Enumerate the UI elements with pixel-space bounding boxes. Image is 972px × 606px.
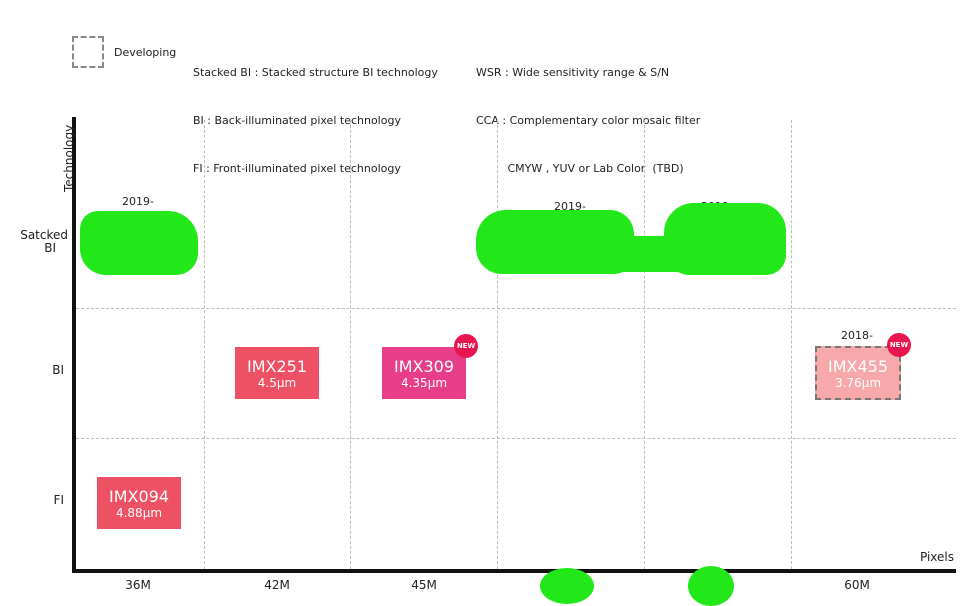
col-label: 42M [264,578,290,592]
chip-name: IMX251 [246,356,308,376]
x-axis-title: Pixels [920,550,955,564]
legend-line: FI : Front-illuminated pixel technology [193,162,401,175]
row-label-line: BI [44,241,56,255]
redaction-scribble [80,211,198,275]
legend-line: Stacked BI : Stacked structure BI techno… [193,66,438,79]
y-axis-line [72,117,76,573]
grid-vline [497,120,498,569]
grid-hline [76,308,956,309]
chip-imx455: IMX455 3.76µm [815,346,901,400]
legend-line: BI : Back-illuminated pixel technology [193,114,401,127]
chip-pixel-size: 4.5µm [257,375,297,390]
legend-technology-definitions: Stacked BI : Stacked structure BI techno… [193,33,438,193]
row-label-line: Satcked [20,228,68,242]
chip-name: IMX455 [827,356,889,376]
grid-vline [644,120,645,569]
chip-pixel-size: 4.35µm [400,375,448,390]
grid-vline [791,120,792,569]
legend-line: CMYW , YUV or Lab Color (TBD) [476,162,684,175]
chip-imx309: IMX309 4.35µm [382,347,466,399]
year-label: 2019- [554,200,586,213]
new-badge: NEW [887,333,911,357]
redaction-scribble [664,203,786,275]
chip-imx251: IMX251 4.5µm [235,347,319,399]
col-label: 45M [411,578,437,592]
year-label: 2018- [841,329,873,342]
row-label-bi: BI [52,363,64,377]
year-label: 2019- [122,195,154,208]
chip-name: IMX309 [393,356,455,376]
y-axis-title: Technology [62,124,76,192]
grid-hline [76,438,956,439]
chip-pixel-size: 4.88µm [115,505,163,520]
developing-legend-label: Developing [114,46,177,59]
row-label-stacked-bi: Satcked BI [8,229,68,255]
chip-name: IMX094 [108,486,170,506]
col-label: 60M [844,578,870,592]
x-axis-line [72,569,956,573]
legend-line: CCA : Complementary color mosaic filter [476,114,701,127]
chip-pixel-size: 3.76µm [834,375,882,390]
legend-line: WSR : Wide sensitivity range & S/N [476,66,670,79]
legend-feature-definitions: WSR : Wide sensitivity range & S/N CCA :… [476,33,700,193]
redaction-scribble [688,566,734,606]
redaction-scribble [540,568,594,604]
developing-legend-swatch [72,36,104,68]
col-label: 36M [125,578,151,592]
grid-vline [350,120,351,569]
grid-vline [204,120,205,569]
chip-imx094: IMX094 4.88µm [97,477,181,529]
new-badge: NEW [454,334,478,358]
row-label-fi: FI [53,493,64,507]
